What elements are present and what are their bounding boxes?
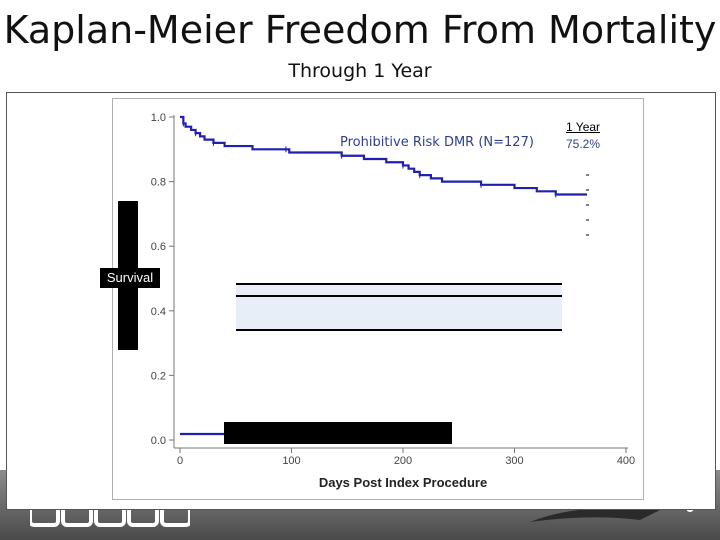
y-tick-label: 0.4 (151, 306, 166, 318)
table-header-1-year: 1 Year (566, 120, 601, 134)
x-tick-label: 200 (394, 455, 412, 467)
y-tick-label: 0.6 (151, 241, 166, 253)
x-tick-label: 100 (282, 455, 300, 467)
x-tick-label: 300 (505, 455, 523, 467)
slide-subtitle: Through 1 Year (288, 60, 432, 82)
x-tick-label: 0 (177, 455, 183, 467)
table-overlay-box (236, 283, 562, 331)
x-tick-label: 400 (617, 455, 635, 467)
series-line-0 (180, 115, 587, 196)
y-tick-label: 1.0 (151, 112, 166, 124)
y-tick-label: 0.8 (151, 177, 166, 189)
redaction-bar (224, 422, 452, 444)
x-axis-label: Days Post Index Procedure (318, 475, 488, 490)
y-tick-label: 0.0 (151, 435, 166, 447)
chart-axes: 0 100 200 300 400 0.0 0.2 0.4 0.6 0.8 1.0 (151, 112, 635, 467)
legend-series-label: Prohibitive Risk DMR (N=127) (340, 135, 534, 150)
y-tick-label: 0.2 (151, 370, 166, 382)
y-axis-label: Survival (100, 268, 160, 288)
table-value-1-year: 75.2% (566, 137, 601, 151)
slide-title: Kaplan-Meier Freedom From Mortality (3, 8, 717, 52)
survival-curve-layer (180, 115, 589, 436)
